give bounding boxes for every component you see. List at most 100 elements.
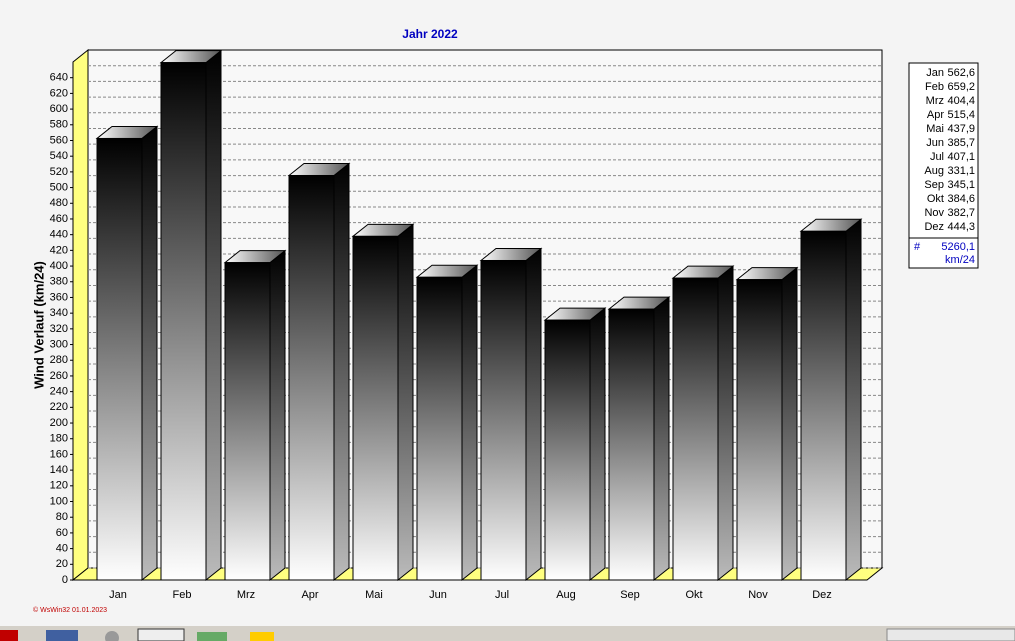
y-tick-label: 560 <box>50 134 68 146</box>
legend-category: Mai <box>926 123 944 135</box>
footer: © WsWin32 01.01.2023 <box>33 606 107 614</box>
x-tick-label: Jun <box>429 589 447 601</box>
bar <box>736 279 783 581</box>
legend-symbol: # <box>914 241 921 253</box>
chart-title: Jahr 2022 <box>402 27 458 41</box>
x-tick-label: Okt <box>685 589 702 601</box>
y-tick-label: 400 <box>50 260 68 272</box>
bar <box>608 308 655 581</box>
bar-side <box>461 264 478 582</box>
legend-total: 5260,1 <box>941 241 975 253</box>
y-tick-label: 40 <box>56 543 68 555</box>
x-tick-label: Mrz <box>237 589 255 601</box>
y-tick-label: 460 <box>50 213 68 225</box>
legend-value: 385,7 <box>947 137 975 149</box>
x-tick-label: Mai <box>365 589 383 601</box>
bar <box>544 319 591 581</box>
legend-category: Aug <box>924 165 944 177</box>
y-tick-label: 180 <box>50 433 68 445</box>
x-tick-label: Dez <box>812 589 832 601</box>
taskbar-icon <box>0 630 18 641</box>
bar-side <box>397 223 414 582</box>
bar <box>160 62 207 581</box>
taskbar-icon <box>46 630 78 641</box>
y-tick-label: 620 <box>50 87 68 99</box>
legend-category: Jan <box>926 67 944 79</box>
legend-category: Nov <box>924 207 944 219</box>
y-tick-label: 0 <box>62 574 68 586</box>
y-tick-label: 420 <box>50 244 68 256</box>
x-tick-label: Nov <box>748 589 768 601</box>
bar-side <box>525 247 542 582</box>
bar <box>352 235 399 581</box>
bar-side <box>717 265 734 582</box>
y-tick-label: 100 <box>50 495 68 507</box>
bar-side <box>845 218 862 582</box>
bar <box>224 262 271 581</box>
legend-category: Okt <box>927 193 944 205</box>
x-tick-label: Jul <box>495 589 509 601</box>
x-tick-label: Apr <box>301 589 318 601</box>
y-tick-label: 320 <box>50 323 68 335</box>
y-tick-label: 120 <box>50 480 68 492</box>
legend-value: 384,6 <box>947 193 975 205</box>
y-tick-label: 160 <box>50 448 68 460</box>
bar <box>480 259 527 581</box>
legend-value: 407,1 <box>947 151 975 163</box>
y-tick-label: 20 <box>56 558 68 570</box>
bar <box>288 174 335 581</box>
bar-side <box>653 296 670 582</box>
y-tick-label: 300 <box>50 338 68 350</box>
x-tick-label: Aug <box>556 589 576 601</box>
taskbar-icon <box>105 631 119 641</box>
x-tick-label: Feb <box>173 589 192 601</box>
y-tick-label: 500 <box>50 181 68 193</box>
bar-side <box>269 249 286 582</box>
x-tick-label: Sep <box>620 589 640 601</box>
legend-box <box>908 62 979 269</box>
y-tick-label: 340 <box>50 307 68 319</box>
legend-category: Mrz <box>926 95 944 107</box>
legend-value: 404,4 <box>947 95 975 107</box>
bar <box>672 277 719 581</box>
y-tick-label: 200 <box>50 417 68 429</box>
y-tick-label: 240 <box>50 386 68 398</box>
legend-value: 444,3 <box>947 221 975 233</box>
y-tick-label: 280 <box>50 354 68 366</box>
legend-value: 345,1 <box>947 179 975 191</box>
legend-category: Dez <box>924 221 944 233</box>
legend-category: Apr <box>927 109 944 121</box>
taskbar-panel <box>886 628 1015 641</box>
legend-unit: km/24 <box>945 254 975 266</box>
x-tick-label: Jan <box>109 589 127 601</box>
taskbar-icon <box>197 632 227 641</box>
y-tick-label: 140 <box>50 464 68 476</box>
bar-side <box>589 307 606 582</box>
y-tick-label: 540 <box>50 150 68 162</box>
legend-category: Jul <box>930 151 944 163</box>
bar <box>800 230 847 581</box>
legend-value: 659,2 <box>947 81 975 93</box>
bars <box>95 49 863 582</box>
y-tick-label: 520 <box>50 166 68 178</box>
bar-side <box>781 266 798 582</box>
y-tick-label: 440 <box>50 229 68 241</box>
bar <box>96 137 143 581</box>
legend-category: Jun <box>926 137 944 149</box>
legend-value: 331,1 <box>947 165 975 177</box>
y-tick-label: 580 <box>50 119 68 131</box>
y-tick-label: 600 <box>50 103 68 115</box>
y-tick-label: 220 <box>50 401 68 413</box>
legend-value: 437,9 <box>947 123 975 135</box>
y-tick-label: 60 <box>56 527 68 539</box>
bar-side <box>141 125 158 582</box>
bar-side <box>333 162 350 582</box>
legend-category: Feb <box>925 81 944 93</box>
taskbar-icon <box>137 628 185 641</box>
y-tick-label: 380 <box>50 276 68 288</box>
legend-value: 515,4 <box>947 109 975 121</box>
y-tick-label: 260 <box>50 370 68 382</box>
taskbar-icon <box>250 632 274 641</box>
y-tick-label: 80 <box>56 511 68 523</box>
